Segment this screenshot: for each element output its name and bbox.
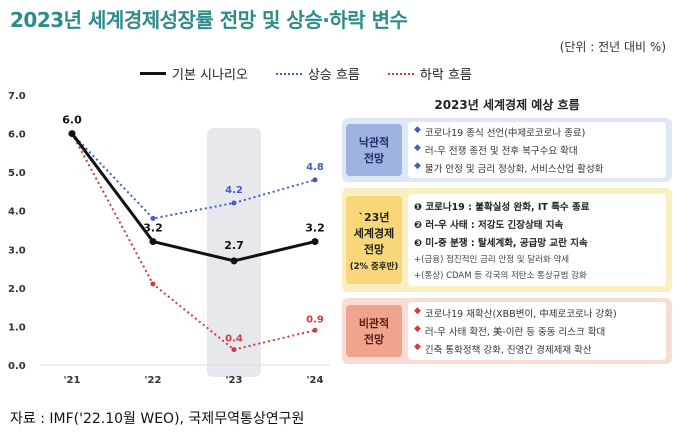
base-label-text: `23년 세계경제 전망 [353,210,395,256]
legend-item-down: 하락 흐름 [387,64,472,83]
pessimistic-items: ◆ 코로나19 재확산(XBB변이, 中제로코로나 강화) ◆ 러-우 사태 확전,… [408,302,666,360]
data-label-base: 3.2 [305,222,325,235]
optimistic-label-text: 낙관적 전망 [358,136,390,165]
optimistic-label: 낙관적 전망 [346,124,402,176]
data-label-base: 3.2 [143,222,163,235]
y-tick-label: 1.0 [8,322,26,333]
list-item: ◆ 러-우 전쟁 종전 및 전후 복구수요 확대 [414,143,578,157]
base-items: ❶ 코로나19 : 불확실성 완화, IT 특수 종료 ❷ 러-우 사태 : 저… [408,194,666,286]
legend-label-up: 상승 흐름 [307,68,360,83]
base-label: `23년 세계경제 전망 (2% 중후반) [346,196,402,284]
base-row: `23년 세계경제 전망 (2% 중후반) ❶ 코로나19 : 불확실성 완화,… [342,188,672,292]
legend-line-up [275,72,302,75]
y-tick-label: 6.0 [8,130,26,141]
legend-label-down: 하락 흐름 [419,68,472,83]
series-line-down [71,133,316,351]
data-point-down [150,281,156,287]
data-label-down: 0.9 [306,314,324,325]
list-item: ◆ 물가 안정 및 금리 정상화, 서비스산업 활성화 [414,161,604,175]
list-item: ◆ 코로나19 종식 선언(中제로코로나 종료) [414,125,586,139]
data-point-base [230,257,238,265]
highlight-band-2023 [207,128,261,377]
legend-line-base [140,72,166,75]
optimistic-row: 낙관적 전망 ◆ 코로나19 종식 선언(中제로코로나 종료) ◆ 러-우 전쟁 종… [342,118,672,182]
data-label-up: 4.2 [225,185,243,196]
data-label-up: 4.8 [306,162,324,173]
list-item: ◆ 러-우 사태 확전, 美-이란 등 중동 리스크 확대 [414,324,606,338]
list-item: +(통상) CDAM 등 각국의 저탄소 통상규범 강화 [414,271,587,281]
data-point-base [68,130,76,138]
source-note: 자료 : IMF('22.10월 WEO), 국제무역통상연구원 [10,411,305,427]
list-item: +(금융) 점진적인 금리 안정 및 달러화 약세 [414,255,570,265]
base-sublabel: (2% 중후반) [349,261,399,272]
x-tick-label: '22 [145,375,162,386]
y-tick-label: 5.0 [8,168,26,179]
legend-line-down [387,72,414,75]
list-item: ◆ 코로나19 재확산(XBB변이, 中제로코로나 강화) [414,306,617,320]
data-point-down [231,347,237,353]
x-tick-label: '23 [226,375,243,386]
page-title: 2023년 세계경제성장률 전망 및 상승·하락 변수 [10,8,408,32]
y-tick-label: 0.0 [8,361,26,372]
data-point-up [150,215,156,221]
growth-line-chart: 0.0 1.0 2.0 3.0 4.0 5.0 6.0 7.0 '21 '22 '23 '24 6.0 3… [8,91,330,386]
legend-label-base: 기본 시나리오 [172,68,248,83]
legend-item-up: 상승 흐름 [275,64,360,83]
panel-title: 2023년 세계경제 예상 흐름 [434,98,580,112]
pessimistic-row: 비관적 전망 ◆ 코로나19 재확산(XBB변이, 中제로코로나 강화) ◆ 러-우… [342,298,672,364]
outlook-panel: 2023년 세계경제 예상 흐름 낙관적 전망 ◆ 코로나19 종식 선언(中제로… [342,96,672,376]
list-item: ❸ 미-중 분쟁 : 탈세계화, 공급망 교란 지속 [414,238,588,249]
list-item: ❷ 러-우 사태 : 저강도 긴장상태 지속 [414,220,564,231]
data-point-down [312,327,318,333]
list-item: ◆ 긴축 통화정책 강화, 진영간 경제제재 확산 [414,342,592,356]
unit-label: (단위 : 전년 대비 %) [559,40,666,54]
chart-legend: 기본 시나리오 상승 흐름 하락 흐름 [140,64,472,83]
y-tick-label: 3.0 [8,245,26,256]
series-line-base [70,132,316,263]
y-tick-label: 4.0 [8,207,26,218]
y-tick-label: 2.0 [8,284,26,295]
legend-item-base: 기본 시나리오 [140,64,248,83]
data-label-down: 0.4 [225,334,243,345]
data-point-base [149,238,157,246]
data-label-base: 2.7 [224,239,244,252]
x-tick-label: '24 [307,375,324,386]
y-tick-label: 7.0 [8,91,26,102]
pessimistic-label: 비관적 전망 [346,305,402,357]
x-tick-label: '21 [64,375,81,386]
series-line-up [71,132,316,220]
data-label-base: 6.0 [62,114,82,127]
data-point-up [231,200,237,206]
optimistic-items: ◆ 코로나19 종식 선언(中제로코로나 종료) ◆ 러-우 전쟁 종전 및 전후 … [408,122,666,178]
data-point-base [311,238,319,246]
data-point-up [312,177,318,183]
pessimistic-label-text: 비관적 전망 [358,317,390,346]
list-item: ❶ 코로나19 : 불확실성 완화, IT 특수 종료 [414,202,590,213]
